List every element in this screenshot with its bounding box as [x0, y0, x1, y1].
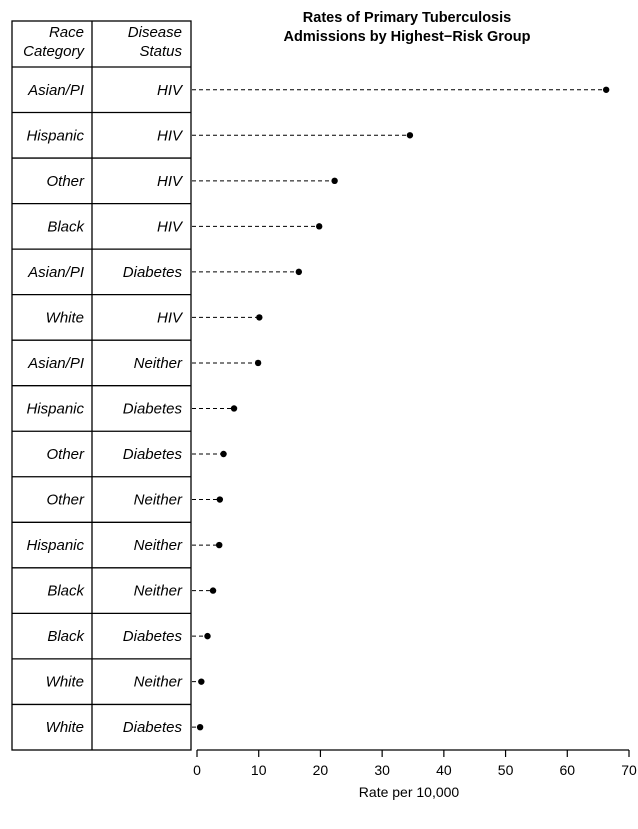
status-cell: Diabetes	[123, 628, 183, 645]
data-point	[254, 359, 262, 367]
x-tick-label: 30	[374, 762, 390, 778]
race-cell: Other	[46, 446, 85, 463]
race-cell: Asian/PI	[27, 264, 84, 281]
data-point	[315, 223, 323, 230]
data-point	[196, 723, 204, 731]
race-cell: White	[46, 309, 84, 326]
data-point	[331, 177, 338, 185]
data-point	[230, 405, 238, 412]
race-cell: Black	[47, 583, 85, 600]
x-tick-label: 20	[313, 762, 329, 778]
status-cell: Diabetes	[123, 400, 183, 417]
status-cell: HIV	[157, 218, 184, 235]
status-cell: Diabetes	[123, 264, 183, 281]
race-cell: Asian/PI	[27, 355, 84, 372]
race-cell: White	[46, 719, 84, 736]
chart-title-line-2: Admissions by Highest−Risk Group	[284, 29, 531, 45]
status-cell: Neither	[134, 537, 183, 554]
data-point	[220, 450, 227, 458]
race-cell: Other	[46, 492, 85, 509]
data-point	[295, 268, 303, 276]
race-cell: Black	[47, 218, 85, 235]
status-cell: Diabetes	[123, 719, 183, 736]
x-ticks-layer: 0 10 20 30 40 50 60 70	[193, 750, 637, 778]
data-point	[198, 678, 205, 685]
race-cell: Hispanic	[26, 400, 84, 417]
race-header-line-2: Category	[23, 43, 85, 60]
race-header-line-1: Race	[49, 24, 84, 41]
x-tick-label: 50	[498, 762, 514, 778]
status-cell: Neither	[134, 674, 183, 691]
data-point	[204, 632, 211, 640]
race-cell: Hispanic	[26, 127, 84, 144]
status-cell: HIV	[157, 173, 184, 190]
race-cell: Other	[46, 173, 85, 190]
x-tick-label: 40	[436, 762, 452, 778]
x-tick-label: 60	[559, 762, 575, 778]
chart-title-line-1: Rates of Primary Tuberculosis	[303, 10, 511, 26]
status-cell: Diabetes	[123, 446, 183, 463]
race-cell: Asian/PI	[27, 82, 84, 99]
disease-header-line-2: Status	[139, 43, 182, 60]
data-point	[256, 314, 263, 321]
status-cell: HIV	[157, 309, 184, 326]
status-cell: HIV	[157, 82, 184, 99]
status-cell: Neither	[134, 583, 183, 600]
x-tick-label: 10	[251, 762, 267, 778]
data-point	[216, 541, 223, 549]
x-tick-label: 70	[621, 762, 637, 778]
data-point	[406, 132, 414, 139]
status-cell: Neither	[134, 492, 183, 509]
status-cell: Neither	[134, 355, 183, 372]
race-cell: Black	[47, 628, 85, 645]
race-cell: White	[46, 674, 84, 691]
data-point	[216, 496, 224, 503]
status-cell: HIV	[157, 127, 184, 144]
race-cell: Hispanic	[26, 537, 84, 554]
x-axis-label: Rate per 10,000	[359, 784, 460, 800]
x-tick-label: 0	[193, 762, 201, 778]
data-point	[209, 587, 217, 594]
rows-layer: Asian/PI HIV Hispanic HIV Other HIV Black HIV As…	[12, 66, 610, 736]
data-point	[602, 86, 610, 93]
disease-header-line-1: Disease	[128, 24, 182, 41]
